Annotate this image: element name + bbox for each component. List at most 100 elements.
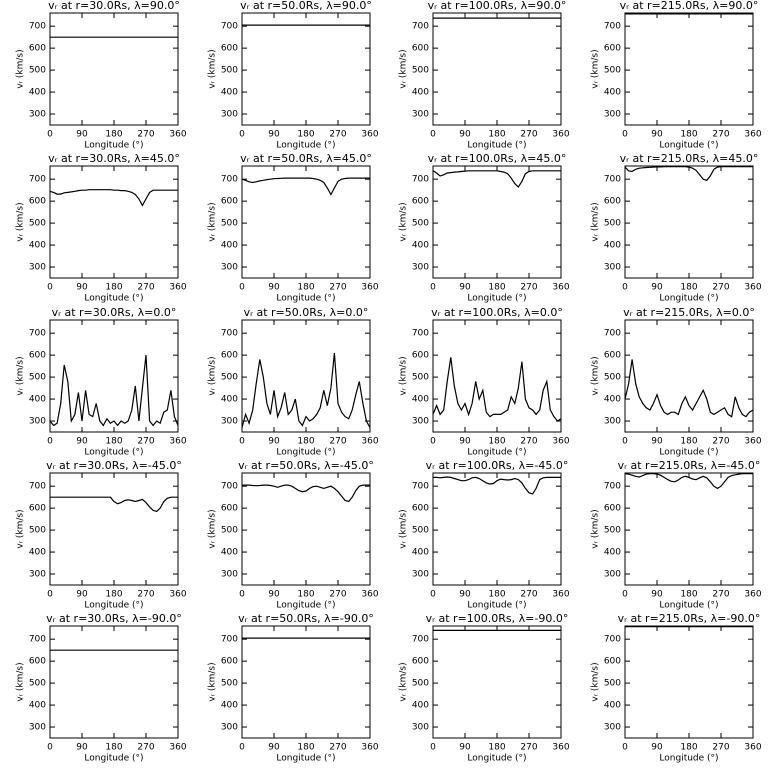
y-tick-label: 600 — [29, 351, 46, 361]
data-line — [241, 352, 371, 428]
plot-frame — [49, 625, 179, 739]
y-tick-label: 500 — [29, 219, 46, 229]
x-tick-label: 270 — [329, 743, 346, 753]
x-tick-label: 90 — [651, 743, 663, 753]
y-tick-label: 600 — [29, 504, 46, 514]
y-tick-label: 300 — [29, 723, 46, 733]
x-tick-label: 0 — [430, 437, 436, 447]
y-axis-label: vᵣ (km/s) — [208, 356, 218, 395]
x-tick-label: 180 — [297, 590, 314, 600]
x-tick-label: 270 — [137, 283, 154, 293]
data-line — [624, 166, 753, 181]
x-tick-label: 270 — [329, 130, 346, 140]
x-tick-label: 360 — [552, 437, 569, 447]
y-tick-label: 600 — [221, 44, 238, 54]
y-tick-label: 400 — [221, 548, 238, 558]
x-tick-label: 0 — [47, 283, 53, 293]
x-axis-label: Longitude (°) — [659, 448, 718, 458]
y-tick-label: 500 — [29, 373, 46, 383]
x-axis-label: Longitude (°) — [84, 294, 143, 304]
y-tick-label: 600 — [221, 351, 238, 361]
y-tick-label: 300 — [604, 110, 621, 120]
y-axis-label: vᵣ (km/s) — [399, 202, 409, 241]
x-tick-label: 360 — [552, 743, 569, 753]
y-tick-label: 500 — [412, 679, 429, 689]
y-tick-label: 300 — [412, 263, 429, 273]
y-tick-label: 400 — [221, 701, 238, 711]
x-tick-label: 180 — [105, 743, 122, 753]
y-tick-label: 500 — [412, 219, 429, 229]
plot-frame — [432, 472, 562, 586]
x-tick-label: 180 — [105, 437, 122, 447]
x-tick-label: 180 — [488, 437, 505, 447]
y-tick-label: 600 — [604, 351, 621, 361]
y-tick-label: 700 — [412, 635, 429, 645]
y-tick-label: 700 — [604, 635, 621, 645]
y-tick-label: 700 — [604, 329, 621, 339]
x-tick-label: 0 — [622, 130, 628, 140]
y-axis-label: vᵣ (km/s) — [16, 509, 26, 548]
x-axis-label: Longitude (°) — [659, 141, 718, 151]
y-tick-label: 400 — [221, 395, 238, 405]
chart-title: vᵣ at r=50.0Rs, λ=0.0° — [244, 306, 369, 319]
y-tick-label: 700 — [412, 329, 429, 339]
y-tick-label: 700 — [412, 482, 429, 492]
chart-title: vᵣ at r=50.0Rs, λ=-45.0° — [238, 459, 374, 472]
chart-title: vᵣ at r=30.0Rs, λ=90.0° — [48, 0, 180, 12]
x-tick-label: 180 — [105, 130, 122, 140]
data-line — [624, 473, 753, 490]
y-tick-label: 700 — [221, 329, 238, 339]
x-tick-label: 270 — [329, 590, 346, 600]
chart-title: vᵣ at r=215.0Rs, λ=-45.0° — [618, 459, 761, 472]
y-tick-label: 500 — [29, 679, 46, 689]
plot-frame — [432, 625, 562, 739]
x-axis-label: Longitude (°) — [467, 601, 526, 611]
data-line — [241, 177, 370, 196]
plot-frame — [241, 165, 371, 279]
y-axis-label: vᵣ (km/s) — [208, 202, 218, 241]
chart-title: vᵣ at r=100.0Rs, λ=-45.0° — [426, 459, 569, 472]
x-axis-label: Longitude (°) — [276, 448, 335, 458]
data-line — [49, 189, 178, 207]
y-tick-label: 700 — [221, 635, 238, 645]
x-tick-label: 90 — [459, 283, 471, 293]
chart-title: vᵣ at r=215.0Rs, λ=45.0° — [620, 152, 759, 165]
y-tick-label: 700 — [221, 482, 238, 492]
chart-title: vᵣ at r=30.0Rs, λ=-90.0° — [46, 612, 182, 625]
x-tick-label: 0 — [430, 283, 436, 293]
y-axis-label: vᵣ (km/s) — [399, 356, 409, 395]
x-axis-label: Longitude (°) — [659, 601, 718, 611]
x-tick-label: 0 — [239, 590, 245, 600]
x-tick-label: 180 — [680, 590, 697, 600]
y-tick-label: 400 — [412, 88, 429, 98]
y-axis-label: vᵣ (km/s) — [399, 49, 409, 88]
chart-title: vᵣ at r=50.0Rs, λ=-90.0° — [238, 612, 374, 625]
plot-frame — [624, 472, 754, 586]
x-tick-label: 90 — [76, 743, 88, 753]
x-tick-label: 90 — [76, 130, 88, 140]
y-tick-label: 400 — [29, 395, 46, 405]
y-tick-label: 600 — [221, 657, 238, 667]
x-axis-label: Longitude (°) — [276, 141, 335, 151]
y-tick-label: 700 — [29, 482, 46, 492]
y-tick-label: 300 — [412, 110, 429, 120]
x-tick-label: 180 — [680, 283, 697, 293]
y-axis-label: vᵣ (km/s) — [591, 509, 601, 548]
x-tick-label: 0 — [47, 130, 53, 140]
y-tick-label: 500 — [604, 66, 621, 76]
x-tick-label: 0 — [430, 130, 436, 140]
x-tick-label: 90 — [268, 437, 280, 447]
x-tick-label: 360 — [361, 130, 378, 140]
y-tick-label: 300 — [29, 570, 46, 580]
x-tick-label: 360 — [169, 283, 186, 293]
plot-frame — [624, 165, 754, 279]
plot-frame — [432, 165, 562, 279]
y-tick-label: 300 — [221, 723, 238, 733]
x-tick-label: 270 — [329, 437, 346, 447]
x-tick-label: 180 — [488, 283, 505, 293]
x-axis-label: Longitude (°) — [467, 141, 526, 151]
y-tick-label: 700 — [604, 22, 621, 32]
data-line — [433, 476, 561, 495]
y-tick-label: 400 — [412, 241, 429, 251]
